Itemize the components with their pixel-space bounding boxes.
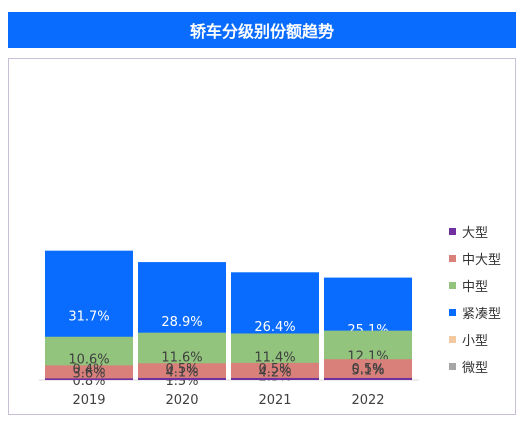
legend-label: 微型 <box>462 361 489 376</box>
data-label: 0.5% <box>165 362 198 377</box>
x-tick-label: 2019 <box>72 393 105 408</box>
stacked-bar-chart: 0.8%3.3%31.7%10.6%3.6%0.4%20191.5%2.3%28… <box>39 250 419 408</box>
chart-title: 轿车分级别份额趋势 <box>189 22 334 41</box>
x-tick-label: 2022 <box>351 393 384 408</box>
legend-label: 小型 <box>462 334 489 349</box>
bar-segment <box>324 377 412 380</box>
data-label: 4.2% <box>258 365 291 380</box>
data-label: 26.4% <box>254 320 295 335</box>
data-label: 28.9% <box>161 315 202 330</box>
legend-swatch <box>449 309 456 316</box>
data-label: 5.1% <box>351 364 384 379</box>
data-label: 11.6% <box>161 350 202 365</box>
legend-label: 大型 <box>462 226 489 241</box>
x-tick-label: 2021 <box>258 393 291 408</box>
legend-item: 微型 <box>449 358 501 376</box>
data-label: 0.5% <box>351 362 384 377</box>
x-tick-label: 2020 <box>165 393 198 408</box>
data-label: 31.7% <box>68 309 109 324</box>
data-label: 3.6% <box>72 367 105 382</box>
chart-frame: 0.8%3.3%31.7%10.6%3.6%0.4%20191.5%2.3%28… <box>8 58 516 415</box>
chart-title-bar: 轿车分级别份额趋势 <box>8 12 516 48</box>
bar-segment <box>138 377 226 380</box>
chart-legend: 大型中大型中型紧凑型小型微型 <box>449 223 502 376</box>
legend-item: 中大型 <box>449 250 502 268</box>
legend-item: 小型 <box>449 331 501 349</box>
bar-segment <box>45 378 133 380</box>
data-label: 11.4% <box>254 351 295 366</box>
bar-segment <box>324 359 412 380</box>
bar-segment <box>45 365 133 380</box>
legend-swatch <box>449 363 456 370</box>
legend-label: 紧凑型 <box>462 307 502 322</box>
legend-swatch <box>449 336 456 343</box>
bar-segment <box>231 377 319 380</box>
data-label: 4.1% <box>165 366 198 381</box>
data-label: 0.5% <box>258 362 291 377</box>
data-label: 0.4% <box>72 362 105 377</box>
data-label: 10.6% <box>68 352 109 367</box>
legend-swatch <box>449 228 456 235</box>
legend-swatch <box>449 255 456 262</box>
legend-swatch <box>449 282 456 289</box>
legend-item: 中型 <box>449 277 501 295</box>
bar-segment <box>138 363 226 380</box>
legend-label: 中型 <box>462 280 489 295</box>
legend-item: 紧凑型 <box>449 304 502 322</box>
bar-segment <box>231 362 319 380</box>
legend-item: 大型 <box>449 223 501 241</box>
legend-label: 中大型 <box>462 253 502 268</box>
